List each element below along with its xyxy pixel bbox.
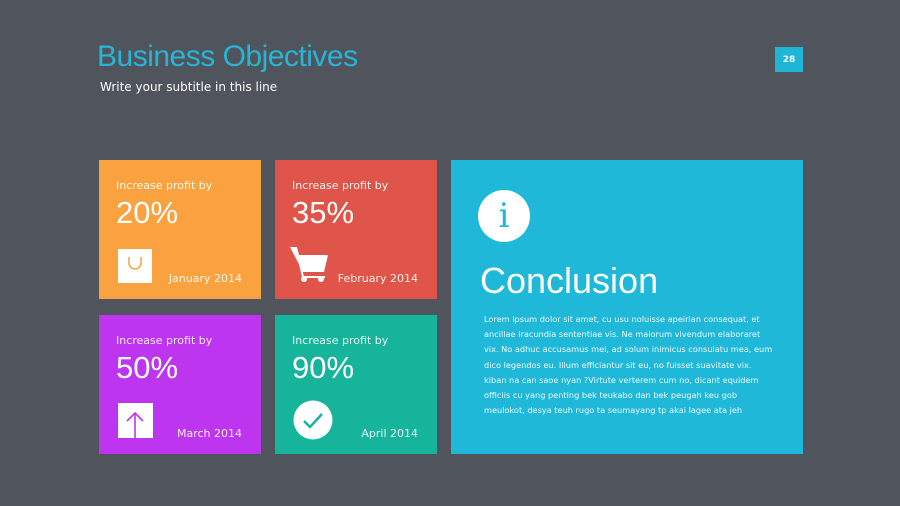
info-icon: i [478, 190, 530, 242]
tile-percent: 50% [116, 350, 179, 385]
conclusion-body: Lorem ipsum dolor sit amet, cu usu nolui… [484, 314, 773, 416]
tile-date: March 2014 [176, 427, 242, 440]
checkmark-icon [293, 400, 333, 440]
tile-label: Increase profit by [292, 334, 389, 347]
tile-march: Increase profit by 50% March 2014 [99, 315, 261, 454]
tile-date: February 2014 [337, 272, 418, 285]
tile-percent: 20% [116, 195, 179, 230]
page-number-badge: 28 [775, 47, 803, 72]
shopping-cart-icon [289, 244, 329, 284]
upload-arrow-icon [117, 403, 153, 439]
tile-percent: 35% [292, 195, 355, 230]
tile-date: January 2014 [168, 272, 242, 285]
tile-january: Increase profit by 20% January 2014 [99, 160, 261, 299]
tile-april: Increase profit by 90% April 2014 [275, 315, 437, 454]
conclusion-panel: i Conclusion Lorem ipsum dolor sit amet,… [451, 160, 803, 454]
tile-label: Increase profit by [116, 334, 213, 347]
conclusion-title: Conclusion [480, 260, 659, 301]
shopping-bag-icon [117, 248, 153, 284]
tile-label: Increase profit by [116, 179, 213, 192]
tile-date: April 2014 [361, 427, 418, 440]
page-title: Business Objectives [97, 40, 358, 73]
tile-label: Increase profit by [292, 179, 389, 192]
page-subtitle: Write your subtitle in this line [100, 80, 278, 94]
tile-february: Increase profit by 35% February 2014 [275, 160, 437, 299]
tile-percent: 90% [292, 350, 355, 385]
